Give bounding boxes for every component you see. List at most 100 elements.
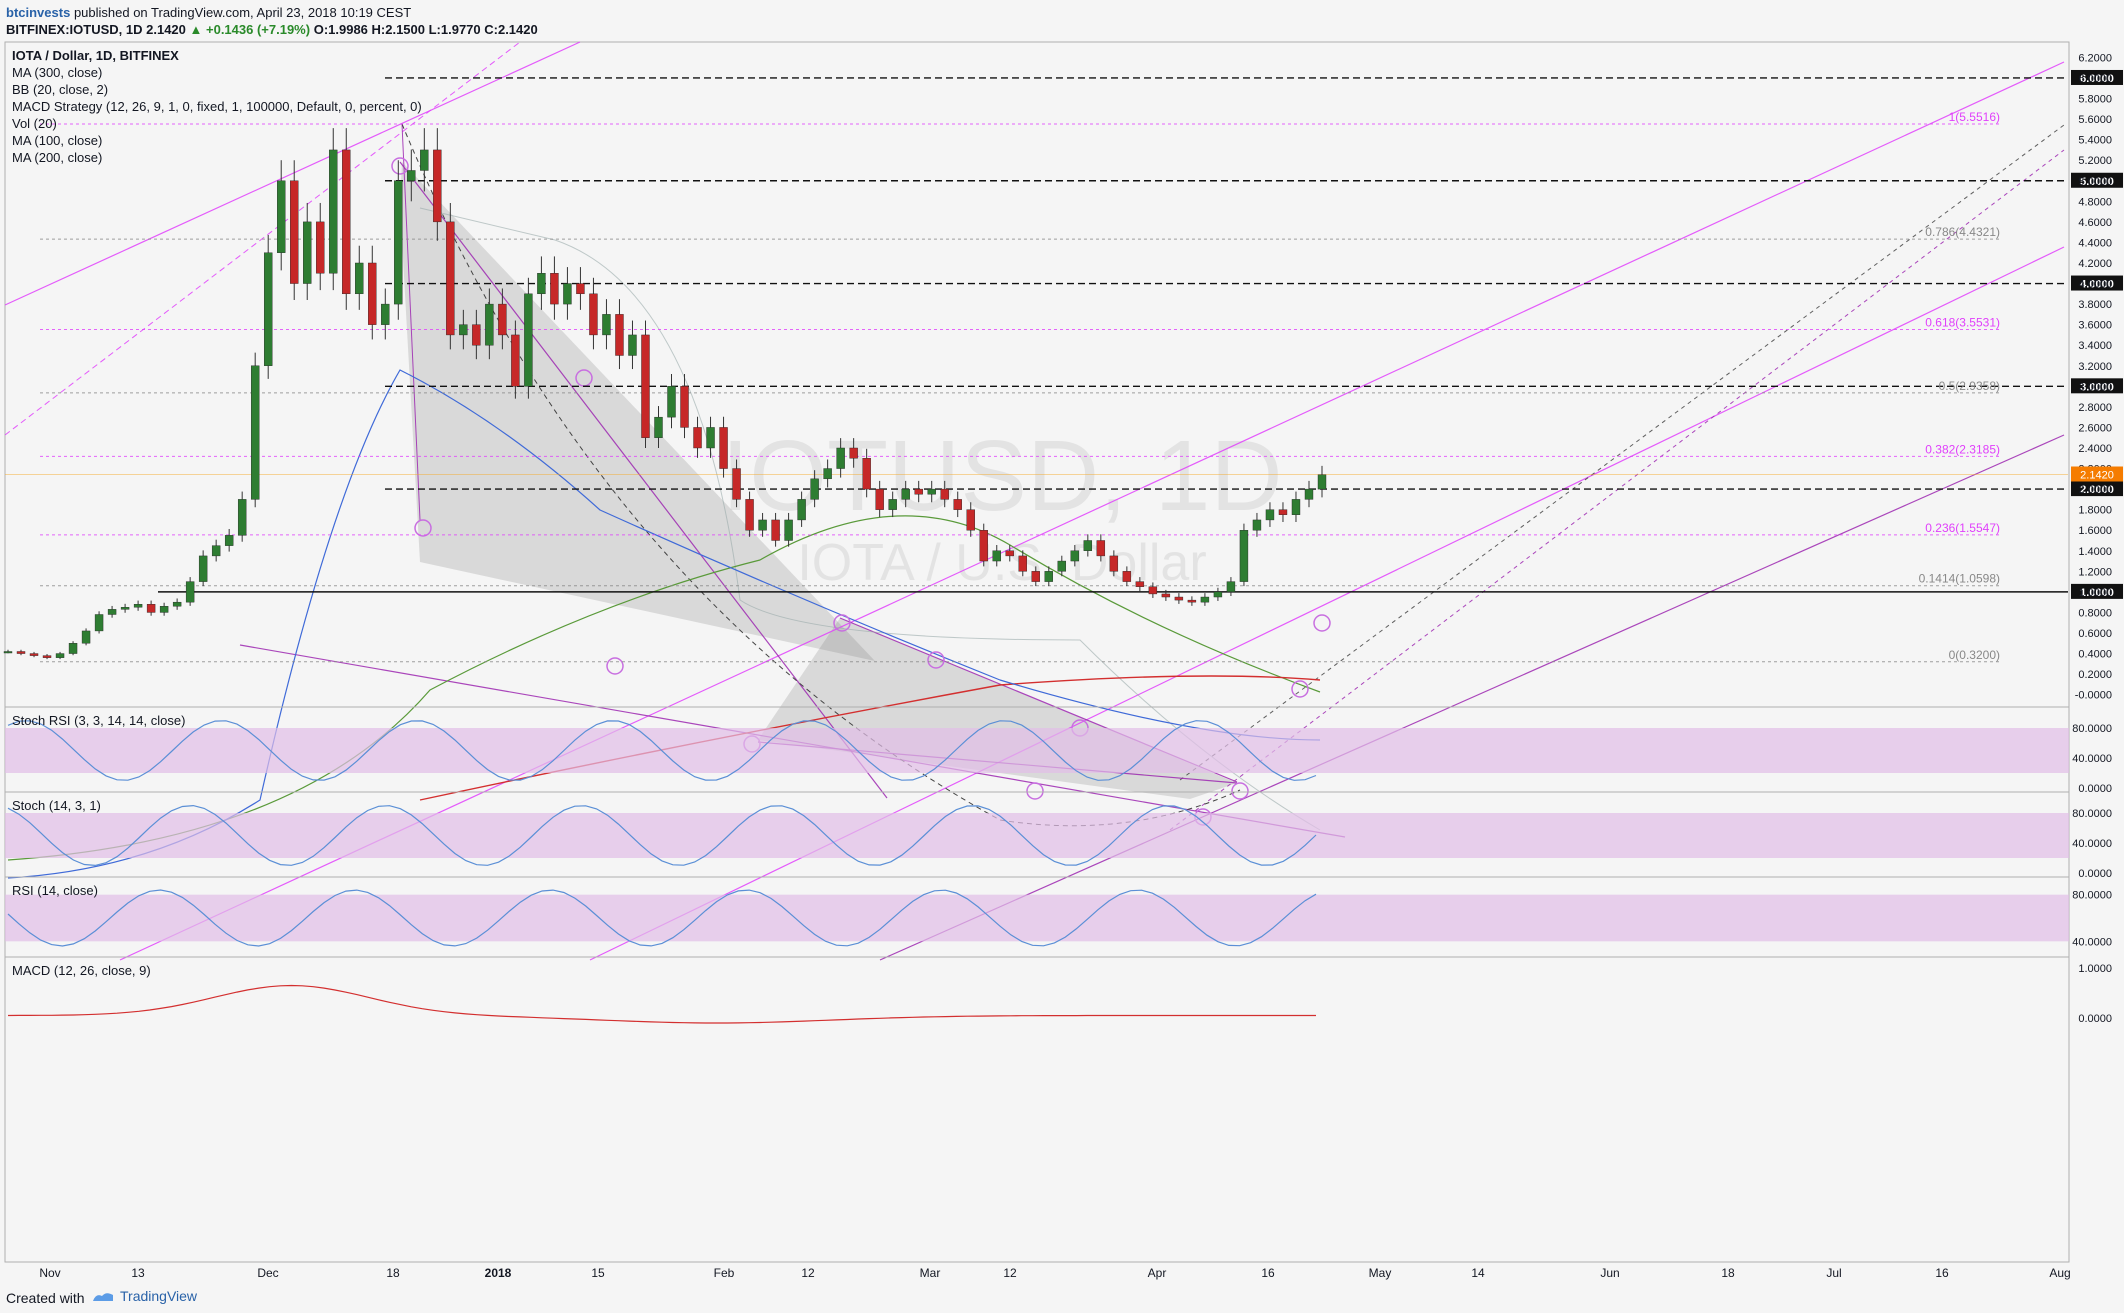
pivot-marker[interactable] (927, 651, 945, 669)
ohlc-values: O:1.9986 H:2.1500 L:1.9770 C:2.1420 (313, 22, 538, 37)
candle-body (316, 221, 325, 274)
x-tick-label: Jul (1826, 1266, 1841, 1280)
time-axis: Nov 13 Dec 18 2018 15 Feb 12 Mar 12 Apr 16 May 14 Jun 1… (5, 1261, 2071, 1280)
candle-body (628, 334, 637, 356)
y-tick-label: 3.6000 (2078, 320, 2112, 332)
y-tick-label: 4.8000 (2078, 196, 2112, 208)
panel-y-tick: 80.0000 (2072, 723, 2112, 735)
level-tag (2071, 172, 2123, 188)
pivot-marker[interactable] (414, 519, 432, 537)
publish-info: published on TradingView.com, April 23, … (73, 5, 412, 20)
candle-body (615, 314, 624, 356)
candle-body (732, 468, 741, 500)
candle-body (1096, 540, 1106, 557)
panel-series-line (7, 804, 1317, 867)
trendline[interactable] (401, 123, 421, 521)
x-tick-label: 15 (591, 1266, 605, 1280)
candle-body (641, 334, 650, 438)
x-tick-label: 16 (1935, 1266, 1949, 1280)
candle-body (1226, 581, 1236, 593)
panel-title: RSI (14, close) (12, 883, 98, 898)
candle-body (94, 614, 104, 632)
panel-y-tick: 0.0000 (2078, 868, 2112, 880)
chart-header: btcinvests published on TradingView.com,… (0, 0, 2124, 40)
author-link[interactable]: btcinvests (6, 5, 71, 20)
trendline[interactable] (399, 161, 888, 799)
indicator-panels: 80.0000 40.0000 0.0000 80.0000 40.0000 0.0000… (5, 706, 2112, 1025)
trendline[interactable] (879, 434, 2065, 961)
trendline[interactable] (4, 41, 521, 436)
candle-body (979, 530, 988, 562)
candle-body (693, 427, 702, 449)
candle-body (1122, 571, 1132, 582)
y-tick-label: 6.2000 (2078, 52, 2112, 64)
x-tick-label: May (1369, 1266, 1392, 1280)
y-tick-label: 1.4000 (2078, 546, 2112, 558)
pivot-marker[interactable] (833, 614, 851, 632)
x-tick-label: Mar (920, 1266, 941, 1280)
x-tick-label: 12 (1003, 1266, 1017, 1280)
panel-y-tick: 40.0000 (2072, 838, 2112, 850)
level-tag (2071, 481, 2123, 497)
candle-body (1161, 593, 1171, 598)
price-change: ▲ +0.1436 (+7.19%) (189, 22, 311, 37)
tradingview-brand: TradingView (120, 1288, 198, 1304)
trendline[interactable] (1169, 149, 2065, 831)
candle-body (1057, 560, 1067, 572)
candle-body (862, 458, 871, 490)
panel-y-tick: 80.0000 (2072, 890, 2112, 902)
pivot-marker[interactable] (1026, 782, 1044, 800)
trading-chart[interactable]: IOTUSD, 1D IOTA / U.S. Dollar 6.00005.00… (0, 40, 2124, 1282)
y-tick-label: 2.6000 (2078, 422, 2112, 434)
candle-body (342, 149, 351, 295)
ma-200-line (7, 369, 1321, 879)
y-tick-label: 5.4000 (2078, 135, 2112, 147)
candle-body (1291, 499, 1301, 515)
legend-entry: Vol (20) (12, 116, 57, 131)
candle-body (1213, 591, 1223, 598)
last-price-label: 2.1420 (2080, 470, 2114, 482)
candle-body (368, 262, 377, 325)
candle-body (1317, 474, 1327, 490)
y-tick-label: 1.6000 (2078, 525, 2112, 537)
fib-label: 0(0.3200) (1949, 648, 2000, 662)
pivot-marker[interactable] (1291, 680, 1309, 698)
candle-body (849, 447, 858, 459)
pivot-marker[interactable] (1231, 782, 1249, 800)
x-tick-label: Dec (257, 1266, 278, 1280)
legend-entry: MACD Strategy (12, 26, 9, 1, 0, fixed, 1… (12, 99, 422, 114)
legend-entry: IOTA / Dollar, 1D, BITFINEX (12, 48, 179, 63)
tradingview-link[interactable]: TradingView (92, 1288, 197, 1304)
fib-label: 0.1414(1.0598) (1919, 572, 2000, 586)
pivot-marker[interactable] (1313, 614, 1331, 632)
fib-label: 0.5(2.9358) (1939, 379, 2000, 393)
trendline[interactable] (4, 41, 581, 306)
panel-band (5, 728, 2069, 773)
x-tick-label: 12 (801, 1266, 815, 1280)
candle-series (3, 128, 1327, 660)
candle-body (420, 149, 429, 171)
candle-body (836, 447, 845, 469)
candle-body (576, 283, 585, 295)
candle-body (563, 283, 572, 305)
candle-body (888, 499, 897, 510)
panel-y-tick: 1.0000 (2078, 963, 2112, 975)
pivot-marker[interactable] (391, 157, 409, 175)
watermark-name: IOTA / U.S. Dollar (797, 534, 1206, 592)
candle-body (511, 334, 520, 387)
candle-body (1083, 540, 1093, 551)
candle-body (992, 550, 1001, 562)
pivot-marker[interactable] (606, 657, 624, 675)
candle-body (250, 365, 260, 500)
horizontal-levels: 6.0000 5.0000 4.0000 3.0000 2.0000 1.0000 (5, 69, 2123, 599)
plot-frame (4, 41, 2070, 1263)
legend-entry: BB (20, close, 2) (12, 82, 108, 97)
panel-series-line (7, 889, 1317, 947)
candle-body (589, 293, 598, 336)
candle-body (1044, 571, 1053, 582)
trendline[interactable] (119, 61, 2065, 961)
panel-series-line (7, 984, 1316, 1024)
candle-body (927, 488, 936, 495)
candle-body (1174, 596, 1184, 601)
y-tick-label: 0.6000 (2078, 628, 2112, 640)
